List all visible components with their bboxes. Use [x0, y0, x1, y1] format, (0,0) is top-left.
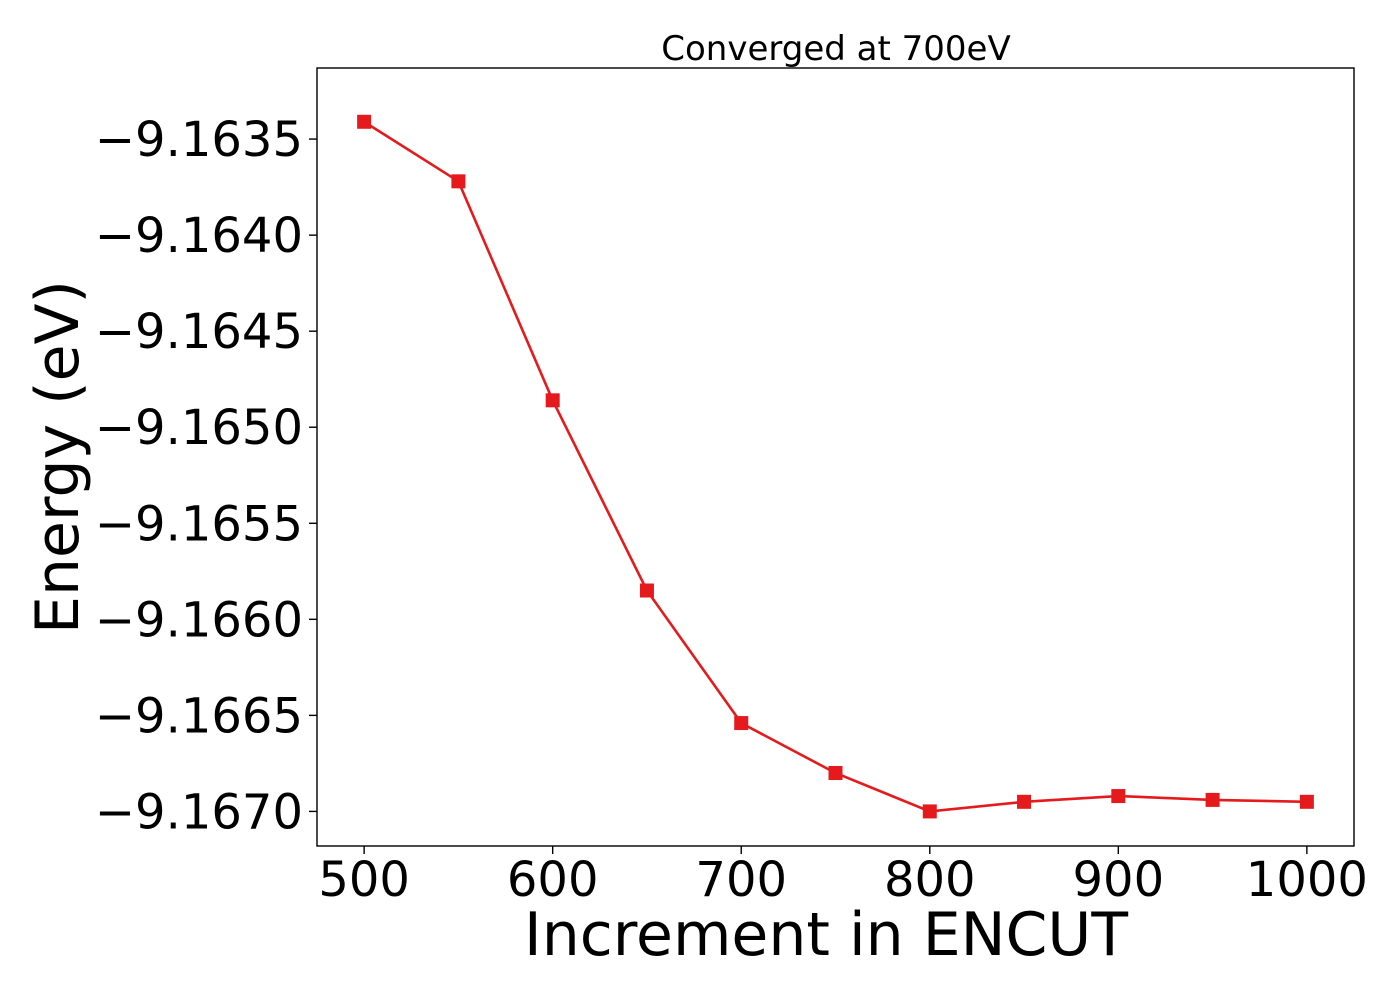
data-point: [828, 766, 843, 781]
data-point: [545, 393, 560, 408]
data-point: [1205, 792, 1220, 807]
y-axis-label: Energy (eV): [23, 280, 93, 634]
plot-frame: [316, 67, 1355, 847]
x-tick-label: 700: [695, 852, 787, 908]
x-tick-label: 1000: [1246, 852, 1368, 908]
x-axis-label: Increment in ENCUT: [524, 900, 1128, 970]
x-tick-label: 600: [507, 852, 599, 908]
x-tick-label: 800: [884, 852, 976, 908]
data-point: [1111, 789, 1126, 804]
data-point: [357, 114, 372, 129]
chart-title: Converged at 700eV: [661, 29, 1010, 69]
y-tick-label: −9.1640: [95, 208, 303, 264]
y-tick-label: −9.1635: [95, 112, 303, 168]
x-axis: 500 600 700 800 900 1000: [318, 846, 1368, 908]
data-point: [1017, 794, 1032, 809]
y-tick-label: −9.1655: [95, 496, 303, 552]
x-tick-label: 500: [318, 852, 410, 908]
y-tick-label: −9.1645: [95, 304, 303, 360]
data-point: [639, 583, 654, 598]
data-point: [451, 174, 466, 189]
y-tick-label: −9.1670: [95, 784, 303, 840]
y-tick-label: −9.1665: [95, 688, 303, 744]
y-tick-label: −9.1660: [95, 592, 303, 648]
y-tick-label: −9.1650: [95, 400, 303, 456]
data-point: [922, 804, 937, 819]
data-point: [734, 716, 749, 731]
x-tick-label: 900: [1073, 852, 1165, 908]
y-axis: −9.1635 −9.1640 −9.1645 −9.1650 −9.1655 −9.16…: [95, 112, 317, 840]
data-point: [1299, 794, 1314, 809]
plot-area: [357, 114, 1314, 819]
